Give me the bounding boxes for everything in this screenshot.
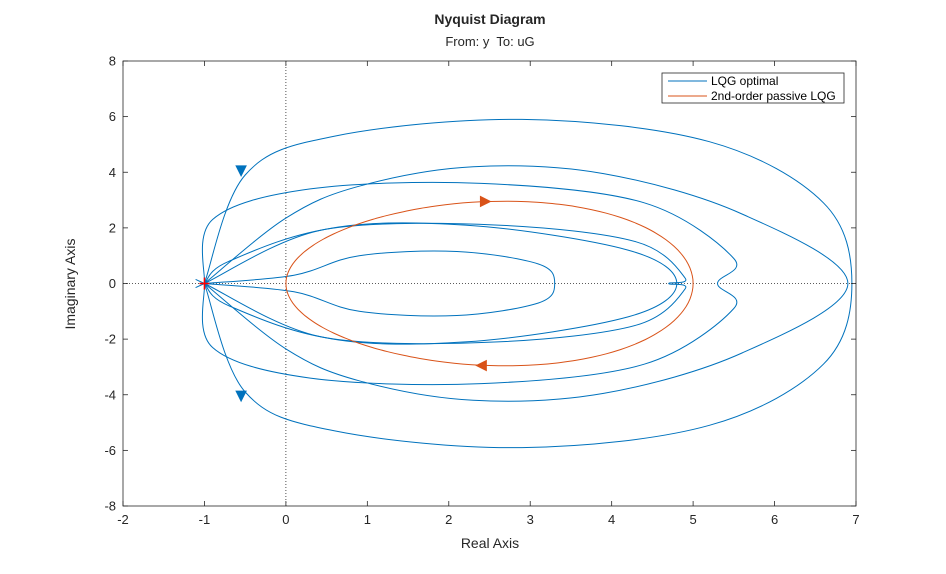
y-tick-label: 6: [109, 109, 116, 124]
chart-title: Nyquist Diagram: [434, 11, 545, 27]
passive-lqg-curve: [285, 200, 694, 367]
legend-label-lqg-optimal: LQG optimal: [711, 74, 778, 88]
x-tick-label: 1: [364, 512, 371, 527]
lqg-optimal-branch-6: [195, 222, 678, 345]
legend-box: [661, 72, 845, 104]
x-axis-label: Real Axis: [461, 535, 519, 551]
x-tick-label: 4: [608, 512, 615, 527]
y-tick-label: -8: [104, 499, 116, 514]
passive-lqg-direction-arrow-1: [479, 195, 492, 208]
y-tick-label: 8: [109, 54, 116, 69]
x-tick-label: -1: [199, 512, 211, 527]
lqg-optimal-direction-arrow-1: [235, 165, 247, 177]
y-tick-label: -2: [104, 332, 116, 347]
y-tick-label: -4: [104, 387, 116, 402]
lqg-optimal-branch-5: [204, 250, 556, 317]
y-tick-label: 0: [109, 276, 116, 291]
x-tick-label: 0: [282, 512, 289, 527]
passive-lqg-direction-arrow-2: [475, 359, 487, 372]
y-tick-label: 2: [109, 220, 116, 235]
lqg-optimal-direction-arrow-2: [235, 390, 247, 403]
x-tick-label: 5: [689, 512, 696, 527]
legend: LQG optimal 2nd-order passive LQG: [661, 72, 845, 104]
x-tick-label: 7: [852, 512, 859, 527]
chart-subtitle: From: y To: uG: [445, 34, 534, 49]
legend-label-2nd-order-passive-lqg: 2nd-order passive LQG: [711, 89, 836, 103]
x-tick-label: 6: [771, 512, 778, 527]
y-tick-label: 4: [109, 165, 116, 180]
y-axis-label: Imaginary Axis: [62, 238, 78, 329]
x-tick-label: 2: [445, 512, 452, 527]
x-tick-label: 3: [527, 512, 534, 527]
x-tick-label: -2: [117, 512, 129, 527]
lqg-optimal-branch-3: [201, 181, 738, 386]
y-tick-label: -6: [104, 443, 116, 458]
lqg-optimal-branch-1: [204, 165, 849, 402]
